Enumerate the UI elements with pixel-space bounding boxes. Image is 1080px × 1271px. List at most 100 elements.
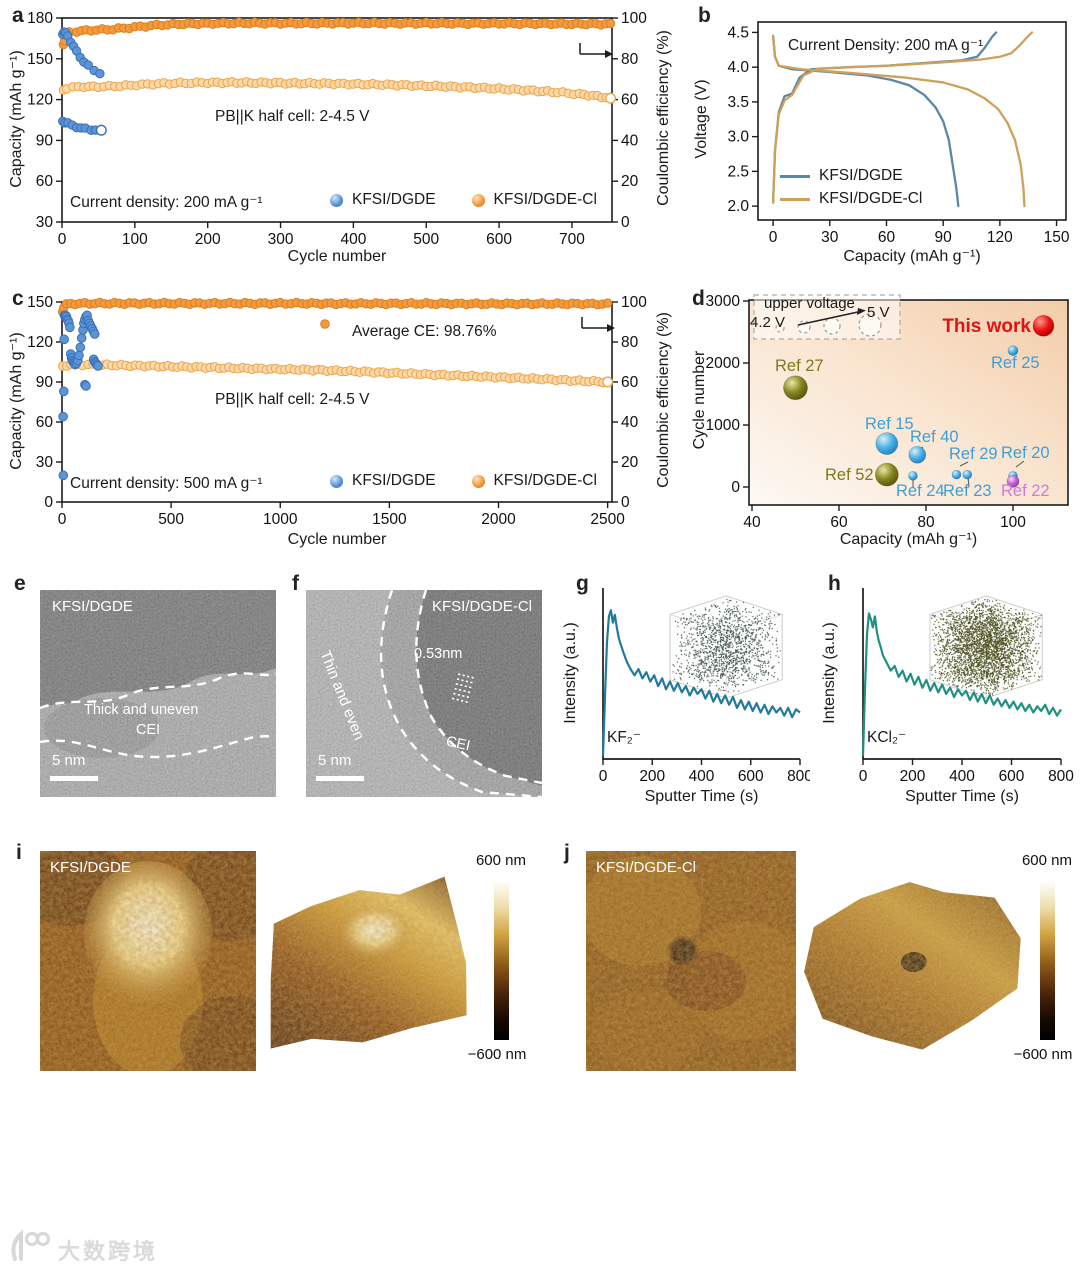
svg-text:4.5: 4.5 — [727, 24, 749, 41]
legend-label-b-kfsi-dgde: KFSI/DGDE — [819, 167, 903, 184]
svg-text:600: 600 — [486, 231, 512, 248]
panel-h-xlabel: Sputter Time (s) — [905, 788, 1019, 805]
legend-label-c-kfsi-dgde-cl: KFSI/DGDE-Cl — [493, 472, 597, 489]
svg-text:1500: 1500 — [372, 511, 407, 528]
watermark-logo-icon — [11, 1229, 50, 1261]
svg-text:Ref 23: Ref 23 — [943, 482, 992, 500]
afm-i-colorbar-min: −600 nm — [467, 1046, 527, 1063]
panel-b-annotation: Current Density: 200 mA g⁻¹ — [788, 37, 984, 54]
svg-text:3.0: 3.0 — [727, 129, 749, 146]
svg-text:100: 100 — [621, 294, 647, 311]
afm-i-colorbar-max: 600 nm — [475, 852, 527, 869]
svg-text:600: 600 — [738, 768, 764, 785]
svg-text:500: 500 — [413, 231, 439, 248]
svg-text:80: 80 — [621, 334, 639, 351]
legend-label-c-kfsi-dgde: KFSI/DGDE — [352, 472, 436, 489]
svg-text:Ref 15: Ref 15 — [865, 415, 914, 433]
panel-g-species-label: KF₂⁻ — [607, 729, 642, 746]
panel-a-chart: 0 100 200 300 400 500 600 700 30 60 90 120 150 180 0 20… — [27, 10, 647, 248]
afm-i-label: KFSI/DGDE — [50, 859, 131, 876]
svg-text:120: 120 — [27, 334, 53, 351]
panel-label-g: g — [576, 572, 589, 595]
svg-text:20: 20 — [621, 173, 639, 190]
svg-text:800: 800 — [787, 768, 810, 785]
svg-text:0: 0 — [58, 231, 67, 248]
svg-text:500: 500 — [158, 511, 184, 528]
afm-3d-dgde — [248, 863, 480, 1071]
legend-marker-kfsi-dgde-cl — [471, 193, 485, 207]
svg-text:40: 40 — [621, 414, 639, 431]
panel-h-ylabel: Intensity (a.u.) — [821, 622, 838, 724]
svg-text:2000: 2000 — [706, 355, 741, 372]
svg-text:0: 0 — [599, 768, 608, 785]
svg-text:1000: 1000 — [263, 511, 298, 528]
svg-text:150: 150 — [1044, 229, 1070, 246]
panel-a: a 0 100 200 300 400 500 600 700 30 60 90 120 150 180 0… — [0, 0, 680, 281]
svg-text:0: 0 — [621, 494, 630, 511]
panel-a-legend: KFSI/DGDE KFSI/DGDE-Cl — [330, 191, 597, 209]
svg-text:300: 300 — [268, 231, 294, 248]
svg-text:60: 60 — [36, 414, 54, 431]
afm-j-graphic — [586, 851, 796, 1071]
panel-a-ylabel-right: Coulombic efficiency (%) — [655, 30, 672, 206]
panel-c-legend: KFSI/DGDE KFSI/DGDE-Cl — [330, 472, 597, 490]
afm-j-colorbar — [1040, 880, 1055, 1040]
svg-text:Ref 52: Ref 52 — [825, 466, 874, 484]
panel-b: b 0 30 60 90 120 150 2.0 2.5 3.0 3.5 4.0 4.5 Voltag… — [680, 0, 1080, 281]
panel-label-c: c — [12, 287, 24, 310]
svg-text:4.0: 4.0 — [727, 59, 749, 76]
svg-text:Ref 25: Ref 25 — [991, 354, 1040, 372]
svg-text:20: 20 — [621, 454, 639, 471]
panel-c-chart: 0 500 1000 1500 2000 250003060901201500204060… — [27, 294, 647, 528]
tem-e-annotation-cei: CEI — [136, 722, 161, 738]
legend-marker-c-kfsi-dgde-cl — [471, 474, 485, 488]
panel-j: j KFSI/DGDE-Cl — [540, 838, 1080, 1098]
panel-b-xlabel: Capacity (mAh g⁻¹) — [843, 248, 981, 265]
svg-text:40: 40 — [621, 132, 639, 149]
afm-j-colorbar-max: 600 nm — [1021, 852, 1073, 869]
afm-image-dgde-cl: KFSI/DGDE-Cl — [586, 851, 796, 1071]
legend-line-kfsi-dgde-cl — [780, 197, 810, 201]
legend-line-kfsi-dgde — [780, 174, 810, 178]
panel-g-xlabel: Sputter Time (s) — [644, 788, 759, 805]
panel-g: g 0 200 400 600 800 Intensity (a.u.) Sputter… — [558, 566, 810, 838]
afm-3d-dgde-cl — [793, 868, 1032, 1065]
tem-image-dgde-cl: KFSI/DGDE-Cl 0.53nm Thin and even CEI 5 … — [306, 590, 542, 797]
panel-f: f KFSI/DGDE-Cl 0.53nm Thin and even CEI … — [290, 566, 558, 838]
svg-text:1000: 1000 — [706, 417, 741, 434]
panel-label-e: e — [14, 572, 26, 595]
svg-text:3000: 3000 — [706, 293, 741, 310]
svg-text:90: 90 — [935, 229, 953, 246]
panel-label-a: a — [12, 4, 24, 27]
svg-text:800: 800 — [1048, 768, 1074, 785]
svg-text:60: 60 — [36, 173, 54, 190]
panel-g-chart: 0 200 400 600 800 — [599, 588, 810, 785]
afm-i-colorbar — [494, 880, 509, 1040]
svg-text:2.0: 2.0 — [727, 198, 749, 215]
svg-text:30: 30 — [36, 454, 54, 471]
panel-b-chart: 0 30 60 90 120 150 2.0 2.5 3.0 3.5 4.0 4.5 — [727, 21, 1070, 246]
tem-e-annotation: Thick and uneven — [84, 702, 199, 718]
svg-text:3.5: 3.5 — [727, 94, 749, 111]
tem-f-label: KFSI/DGDE-Cl — [431, 598, 532, 615]
panel-c-avgce-annotation: Average CE: 98.76% — [352, 323, 497, 340]
svg-text:0: 0 — [769, 229, 778, 246]
afm-image-dgde: KFSI/DGDE — [40, 851, 256, 1071]
svg-text:30: 30 — [36, 214, 54, 231]
panel-h: h 0 200 400 600 800 Intensity (a.u.) Sputter… — [810, 566, 1080, 838]
tem-e-scalebar-label: 5 nm — [52, 752, 86, 769]
tem-f-scalebar-label: 5 nm — [318, 752, 352, 769]
panel-c-ylabel-right: Coulombic efficiency (%) — [655, 312, 672, 488]
svg-text:0: 0 — [44, 494, 53, 511]
svg-text:0: 0 — [58, 511, 67, 528]
panel-label-h: h — [828, 572, 841, 595]
svg-text:700: 700 — [559, 231, 585, 248]
afm-i-3d-graphic — [257, 875, 473, 1051]
panel-c-current-annotation: Current density: 500 mA g⁻¹ — [70, 475, 263, 492]
legend-marker-kfsi-dgde — [330, 193, 343, 207]
svg-text:60: 60 — [830, 514, 848, 531]
svg-text:0: 0 — [731, 479, 740, 496]
svg-text:150: 150 — [27, 294, 53, 311]
tem-e-graphic — [40, 590, 276, 797]
